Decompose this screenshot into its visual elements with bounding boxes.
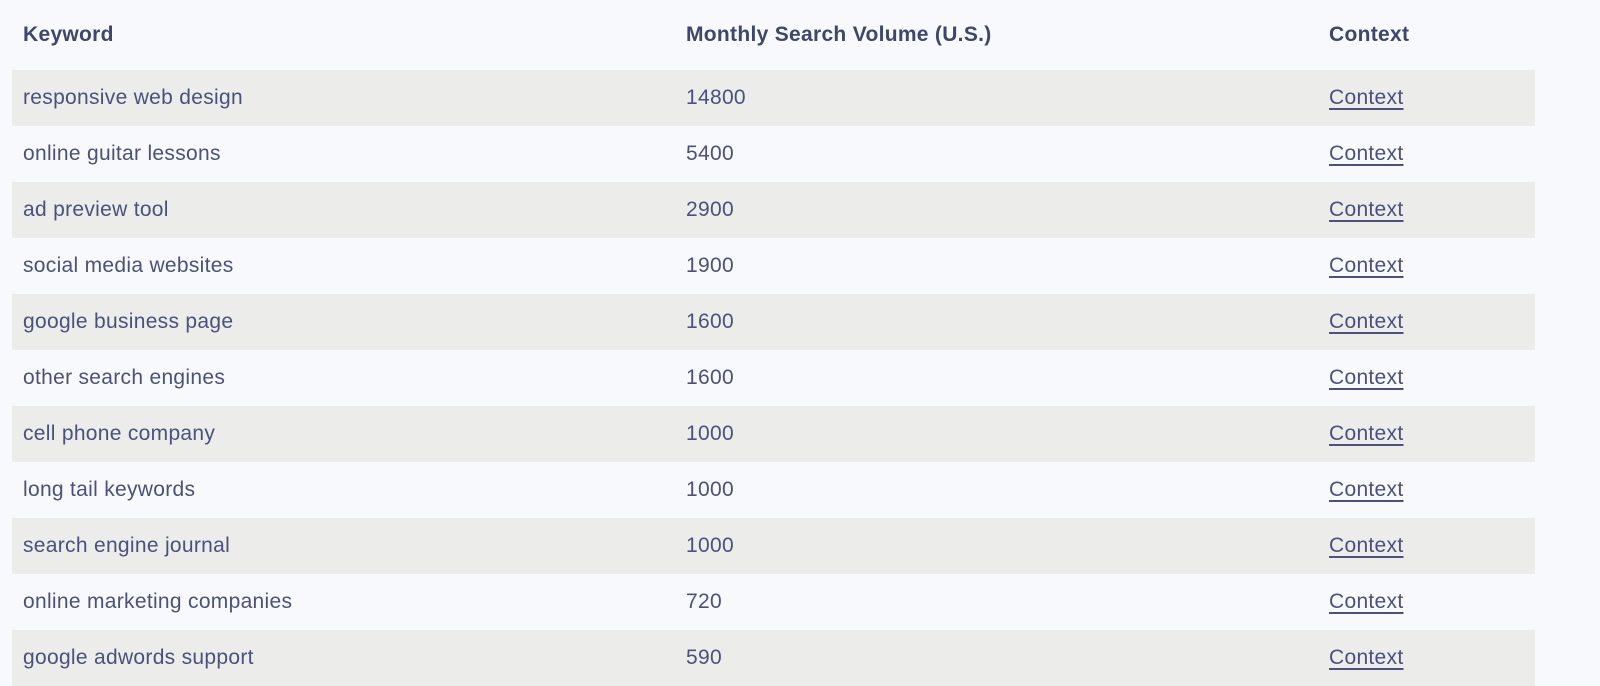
context-cell: Context xyxy=(1329,478,1535,502)
table-header-row: Keyword Monthly Search Volume (U.S.) Con… xyxy=(12,0,1535,70)
column-header-keyword: Keyword xyxy=(23,23,114,46)
volume-cell: 590 xyxy=(686,646,722,669)
volume-cell: 5400 xyxy=(686,142,734,165)
volume-cell: 1000 xyxy=(686,534,734,557)
context-link[interactable]: Context xyxy=(1329,310,1404,333)
context-cell: Context xyxy=(1329,366,1535,390)
context-cell: Context xyxy=(1329,254,1535,278)
volume-cell: 14800 xyxy=(686,86,746,109)
volume-cell: 1000 xyxy=(686,478,734,501)
context-cell: Context xyxy=(1329,86,1535,110)
context-cell: Context xyxy=(1329,534,1535,558)
context-link[interactable]: Context xyxy=(1329,646,1404,669)
context-link[interactable]: Context xyxy=(1329,142,1404,165)
table-row: google adwords support 590 Context xyxy=(12,630,1535,686)
volume-cell: 720 xyxy=(686,590,722,613)
keyword-cell: search engine journal xyxy=(23,534,231,557)
context-link[interactable]: Context xyxy=(1329,590,1404,613)
volume-cell: 1000 xyxy=(686,422,734,445)
context-cell: Context xyxy=(1329,422,1535,446)
keyword-cell: social media websites xyxy=(23,254,234,277)
column-header-context: Context xyxy=(1329,23,1410,46)
keyword-cell: other search engines xyxy=(23,366,226,389)
context-cell: Context xyxy=(1329,142,1535,166)
volume-cell: 1900 xyxy=(686,254,734,277)
volume-cell: 2900 xyxy=(686,198,734,221)
table-row: social media websites 1900 Context xyxy=(12,238,1535,294)
keyword-cell: online marketing companies xyxy=(23,590,293,613)
keyword-cell: long tail keywords xyxy=(23,478,196,501)
table-row: ad preview tool 2900 Context xyxy=(12,182,1535,238)
context-link[interactable]: Context xyxy=(1329,86,1404,109)
table-row: responsive web design 14800 Context xyxy=(12,70,1535,126)
context-link[interactable]: Context xyxy=(1329,366,1404,389)
keyword-cell: ad preview tool xyxy=(23,198,169,221)
table-row: google business page 1600 Context xyxy=(12,294,1535,350)
context-cell: Context xyxy=(1329,646,1535,670)
column-header-volume: Monthly Search Volume (U.S.) xyxy=(686,23,992,46)
volume-cell: 1600 xyxy=(686,310,734,333)
table-row: other search engines 1600 Context xyxy=(12,350,1535,406)
table-row: search engine journal 1000 Context xyxy=(12,518,1535,574)
keyword-table: Keyword Monthly Search Volume (U.S.) Con… xyxy=(12,0,1535,686)
table-row: online marketing companies 720 Context xyxy=(12,574,1535,630)
keyword-cell: online guitar lessons xyxy=(23,142,221,165)
context-link[interactable]: Context xyxy=(1329,422,1404,445)
context-link[interactable]: Context xyxy=(1329,478,1404,501)
context-link[interactable]: Context xyxy=(1329,534,1404,557)
keyword-cell: cell phone company xyxy=(23,422,216,445)
keyword-cell: responsive web design xyxy=(23,86,243,109)
context-cell: Context xyxy=(1329,310,1535,334)
table-row: online guitar lessons 5400 Context xyxy=(12,126,1535,182)
keyword-cell: google adwords support xyxy=(23,646,254,669)
context-cell: Context xyxy=(1329,590,1535,614)
table-row: long tail keywords 1000 Context xyxy=(12,462,1535,518)
volume-cell: 1600 xyxy=(686,366,734,389)
keyword-cell: google business page xyxy=(23,310,234,333)
context-link[interactable]: Context xyxy=(1329,254,1404,277)
table-row: cell phone company 1000 Context xyxy=(12,406,1535,462)
context-cell: Context xyxy=(1329,198,1535,222)
context-link[interactable]: Context xyxy=(1329,198,1404,221)
